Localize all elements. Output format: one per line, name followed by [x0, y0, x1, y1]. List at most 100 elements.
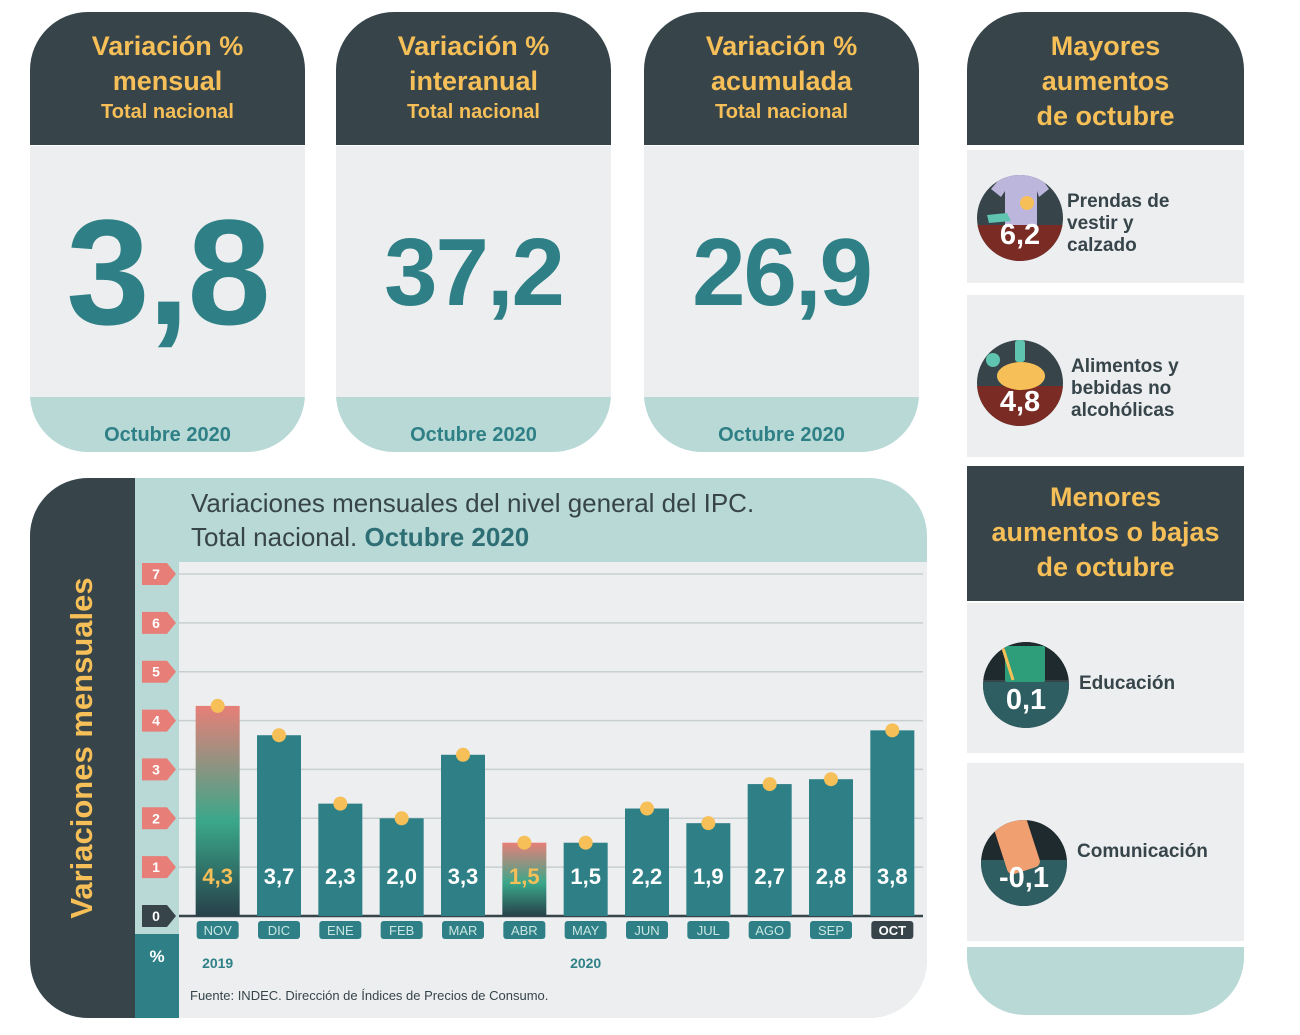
mayores-heading-line: Mayores	[1050, 31, 1161, 61]
bar-value-label: 2,3	[325, 864, 356, 889]
y-tick-label: 7	[152, 566, 160, 582]
chart-title: Variaciones mensuales del nivel general …	[191, 486, 754, 554]
x-tick-bg	[380, 921, 423, 939]
food-icon: 4,8	[977, 340, 1063, 426]
x-tick-label: DIC	[268, 923, 290, 938]
y-tick-label: 1	[152, 859, 160, 875]
bar-value-label: 4,3	[202, 864, 233, 889]
ipc-chart-panel: Variaciones mensuales Variaciones mensua…	[30, 478, 927, 1018]
kpi-header: Variación % interanual Total nacional	[336, 12, 611, 145]
bar-jun	[625, 808, 669, 916]
clothing-icon: 6,2	[977, 175, 1063, 261]
bar-jul	[686, 823, 731, 916]
gridlines	[179, 573, 923, 918]
kpi-title: Variación %	[91, 31, 244, 61]
x-tick-bg	[810, 921, 852, 939]
unit-strip	[135, 934, 179, 1018]
bar-value-label: 3,3	[448, 864, 479, 889]
bar-value-label: 1,5	[509, 864, 540, 889]
kpi-period: Octubre 2020	[30, 397, 305, 452]
mayores-item-prendas: 6,2 Prendas de vestir y calzado	[967, 150, 1244, 283]
y-tick-label: 2	[152, 810, 160, 826]
bar-value-label: 2,8	[816, 864, 847, 889]
mayores-heading-line: aumentos	[1041, 66, 1170, 96]
bar-marker	[762, 777, 777, 792]
bar-marker	[517, 835, 532, 850]
side-footer	[967, 947, 1244, 1015]
bar-value-label: 2,7	[754, 864, 785, 889]
item-label-line: bebidas no	[1071, 378, 1172, 399]
y-tick-marker	[142, 807, 176, 830]
y-tick-label: 6	[152, 615, 160, 631]
kpi-body: 26,9	[644, 145, 919, 398]
x-tick-bg	[319, 921, 362, 939]
year-label: 2019	[202, 955, 233, 971]
item-label: Educación	[1079, 673, 1176, 694]
item-label: Comunicación	[1077, 841, 1208, 862]
kpi-body: 37,2	[336, 145, 611, 398]
item-label-line: Prendas de	[1067, 191, 1170, 212]
x-tick-label: MAY	[572, 923, 600, 938]
bar-value-label: 2,0	[386, 864, 417, 889]
mayores-panel: Mayores aumentos de octubre	[967, 12, 1244, 145]
menores-item-comunicacion: -0,1 Comunicación	[967, 763, 1244, 941]
chart-title-bold: Octubre 2020	[364, 522, 530, 552]
y-tick-label: 4	[152, 713, 160, 729]
menores-heading: Menores aumentos o bajas de octubre	[967, 466, 1244, 601]
x-tick-label: JUL	[697, 923, 720, 938]
kpi-subtitle: acumulada	[710, 66, 853, 96]
bar-marker	[210, 698, 225, 713]
kpi-value: 3,8	[66, 188, 271, 356]
y-tick-marker	[142, 905, 176, 927]
y-tick-marker	[142, 660, 176, 683]
mayores-item-alimentos: 4,8 Alimentos y bebidas no alcohólicas	[967, 295, 1244, 457]
year-label: 2020	[570, 955, 601, 971]
bar-abr	[502, 842, 547, 916]
kpi-period: Octubre 2020	[644, 397, 919, 452]
y-ticks: 0 1 2 3 4 5 6 7	[142, 563, 176, 927]
bar-value-label: 1,5	[570, 864, 601, 889]
x-tick-bg	[626, 921, 668, 939]
x-tick-labels: NOV 2019 DIC ENE FEB MAR ABR MAY 2020 JUN JUL AGO SE…	[196, 921, 914, 971]
mayores-heading-line: de octubre	[1036, 101, 1175, 131]
menores-heading-line: aumentos o bajas	[991, 517, 1220, 547]
badge-value: 0,1	[1005, 684, 1047, 716]
y-tick-marker	[142, 856, 176, 879]
kpi-header: Variación % acumulada Total nacional	[644, 12, 919, 145]
bar-marker	[272, 728, 286, 743]
bar-sep	[809, 779, 853, 916]
x-tick-bg	[871, 921, 914, 939]
bar-value-label: 3,8	[877, 864, 908, 889]
x-tick-bg	[687, 921, 730, 939]
kpi-body: 3,8	[30, 145, 305, 398]
x-tick-label: MAR	[449, 923, 478, 938]
item-label: Alimentos y bebidas no alcohólicas	[1071, 356, 1179, 422]
bar-value-label: 1,9	[693, 864, 724, 889]
chart-sidebar: Variaciones mensuales	[30, 478, 135, 1018]
chart-source: Fuente: INDEC. Dirección de Índices de P…	[190, 988, 549, 1003]
bar-marker	[701, 816, 716, 831]
bar-ago	[747, 784, 792, 916]
y-tick-label: 0	[152, 908, 160, 924]
x-tick-label: AGO	[755, 923, 784, 938]
kpi-value: 26,9	[692, 219, 873, 326]
menores-heading-line: Menores	[1049, 482, 1162, 512]
x-tick-bg	[503, 921, 546, 939]
x-tick-label: NOV	[204, 923, 233, 938]
bar-marker	[578, 835, 593, 850]
item-label-line: Alimentos y	[1071, 356, 1179, 377]
y-tick-label: 5	[152, 664, 160, 680]
kpi-value: 37,2	[384, 219, 565, 326]
bars: 4,3 3,7 2,3 2,0 3,3 1,5 1,5 2,2 1,9 2,7 2,8 3,8	[195, 698, 915, 916]
plot-background	[135, 562, 927, 1018]
item-label-line: calzado	[1067, 235, 1137, 256]
kpi-scope: Total nacional	[101, 101, 234, 123]
item-label-line: alcohólicas	[1071, 400, 1175, 421]
menores-heading-line: de octubre	[1036, 552, 1175, 582]
kpi-subtitle: mensual	[112, 66, 223, 96]
y-tick-marker	[142, 709, 176, 732]
bar-value-label: 3,7	[264, 864, 295, 889]
menores-item-educacion: 0,1 Educación	[967, 603, 1244, 753]
bar-oct	[870, 730, 915, 916]
y-tick-marker	[142, 758, 176, 781]
